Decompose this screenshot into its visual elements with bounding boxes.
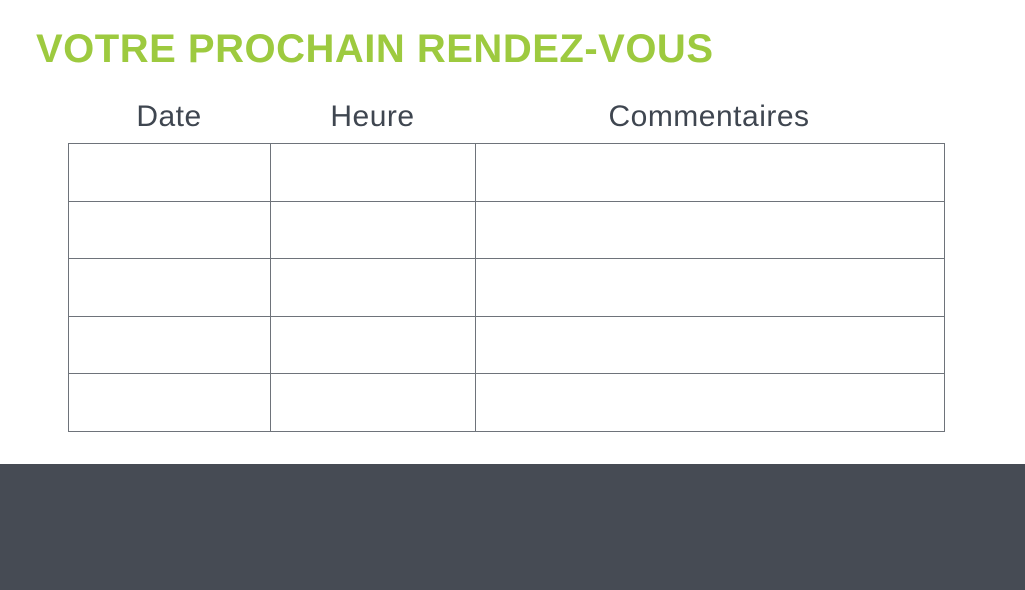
table-cell	[271, 316, 476, 374]
table-cell	[69, 374, 271, 431]
page-title: VOTRE PROCHAIN RENDEZ-VOUS	[36, 27, 714, 71]
table-row	[69, 144, 944, 202]
footer-band	[0, 464, 1025, 590]
table-cell	[69, 201, 271, 259]
table-cell	[476, 374, 944, 431]
table-row	[69, 316, 944, 375]
table-cell	[476, 317, 944, 374]
appointments-table	[68, 143, 945, 432]
table-cell	[271, 259, 476, 316]
column-header-heure: Heure	[330, 100, 415, 133]
table-cell	[476, 144, 944, 201]
table-cell	[69, 259, 271, 316]
table-cell	[271, 144, 476, 201]
table-row	[69, 201, 944, 260]
table-column-headers: Date Heure Commentaires	[68, 99, 943, 135]
table-cell	[476, 259, 944, 316]
table-row	[69, 374, 944, 431]
table-cell	[271, 201, 476, 259]
column-header-date: Date	[136, 100, 202, 133]
table-cell	[476, 202, 944, 259]
table-cell	[271, 374, 476, 431]
table-cell	[69, 144, 271, 201]
table-cell	[69, 316, 271, 374]
table-row	[69, 259, 944, 317]
column-header-commentaires: Commentaires	[608, 100, 810, 133]
